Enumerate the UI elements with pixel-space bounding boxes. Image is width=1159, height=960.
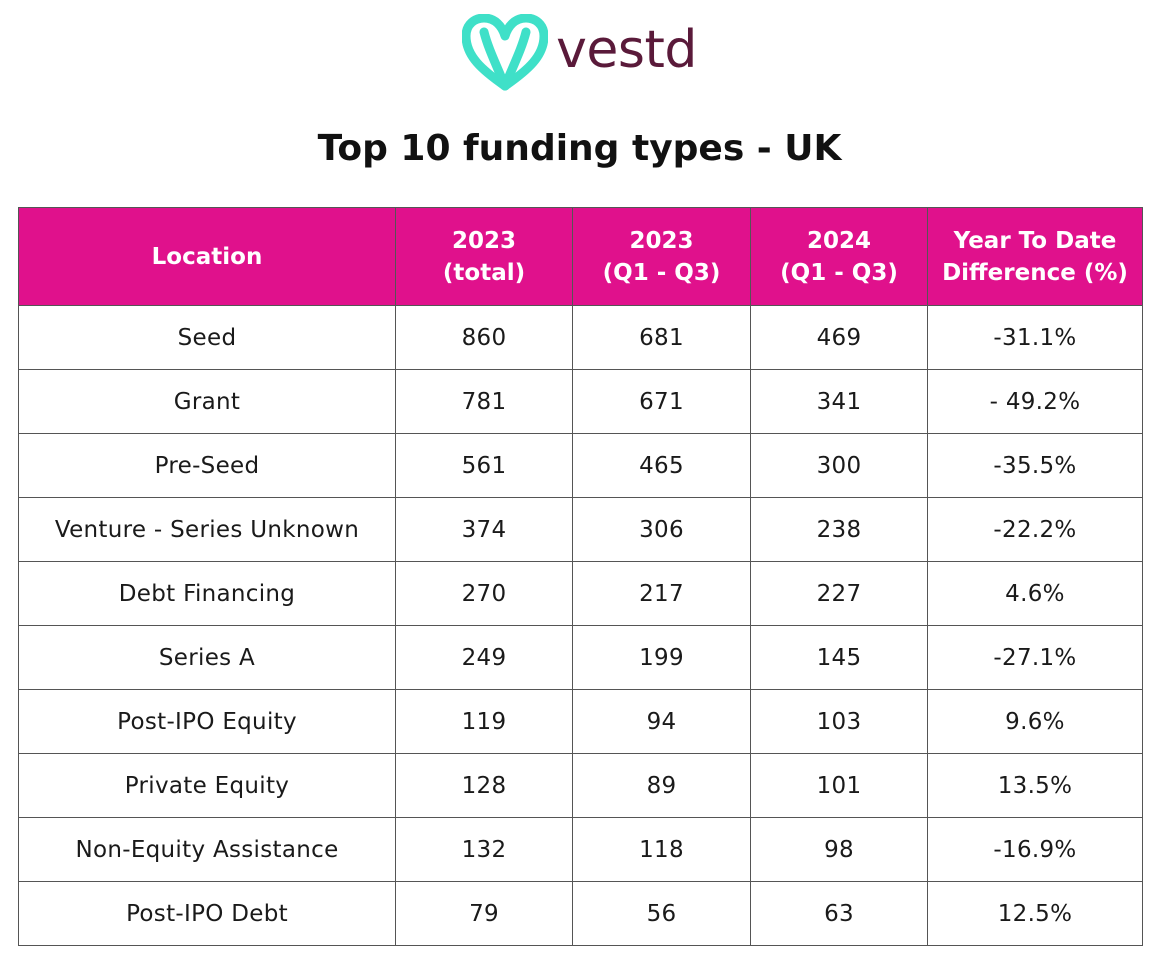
column-header-2023-total: 2023 (total) xyxy=(395,207,573,306)
cell-2023-q1-q3: 681 xyxy=(572,305,751,370)
cell-2024-q1-q3: 238 xyxy=(750,497,928,562)
column-header-2024-q1-q3: 2024 (Q1 - Q3) xyxy=(750,207,928,306)
cell-2024-q1-q3: 300 xyxy=(750,433,928,498)
cell-ytd-difference: 13.5% xyxy=(927,753,1143,818)
table-row: Venture - Series Unknown 374 306 238 -22… xyxy=(18,497,1143,562)
brand-logo: vestd xyxy=(0,14,1159,94)
cell-2024-q1-q3: 341 xyxy=(750,369,928,434)
column-header-2023-q1-q3: 2023 (Q1 - Q3) xyxy=(572,207,751,306)
cell-2023-total: 270 xyxy=(395,561,573,626)
cell-2023-total: 119 xyxy=(395,689,573,754)
funding-table: Location 2023 (total) 2023 (Q1 - Q3) 202… xyxy=(18,207,1143,946)
cell-location: Post-IPO Debt xyxy=(18,881,396,946)
table-row: Pre-Seed 561 465 300 -35.5% xyxy=(18,433,1143,498)
cell-location: Private Equity xyxy=(18,753,396,818)
cell-2024-q1-q3: 469 xyxy=(750,305,928,370)
table-row: Post-IPO Debt 79 56 63 12.5% xyxy=(18,881,1143,946)
table-row: Private Equity 128 89 101 13.5% xyxy=(18,753,1143,818)
table-row: Post-IPO Equity 119 94 103 9.6% xyxy=(18,689,1143,754)
cell-2023-q1-q3: 56 xyxy=(572,881,751,946)
cell-2023-q1-q3: 94 xyxy=(572,689,751,754)
cell-2023-total: 781 xyxy=(395,369,573,434)
cell-2023-total: 561 xyxy=(395,433,573,498)
table-header-row: Location 2023 (total) 2023 (Q1 - Q3) 202… xyxy=(18,207,1143,306)
cell-location: Series A xyxy=(18,625,396,690)
cell-2023-q1-q3: 118 xyxy=(572,817,751,882)
cell-ytd-difference: 4.6% xyxy=(927,561,1143,626)
cell-2023-total: 374 xyxy=(395,497,573,562)
table-row: Seed 860 681 469 -31.1% xyxy=(18,305,1143,370)
cell-2024-q1-q3: 101 xyxy=(750,753,928,818)
cell-ytd-difference: 9.6% xyxy=(927,689,1143,754)
cell-location: Debt Financing xyxy=(18,561,396,626)
cell-2024-q1-q3: 98 xyxy=(750,817,928,882)
cell-2023-total: 860 xyxy=(395,305,573,370)
cell-2023-q1-q3: 217 xyxy=(572,561,751,626)
table-row: Debt Financing 270 217 227 4.6% xyxy=(18,561,1143,626)
table-row: Series A 249 199 145 -27.1% xyxy=(18,625,1143,690)
cell-location: Seed xyxy=(18,305,396,370)
cell-ytd-difference: -16.9% xyxy=(927,817,1143,882)
cell-2023-q1-q3: 89 xyxy=(572,753,751,818)
cell-ytd-difference: - 49.2% xyxy=(927,369,1143,434)
cell-2024-q1-q3: 227 xyxy=(750,561,928,626)
cell-2023-q1-q3: 199 xyxy=(572,625,751,690)
cell-location: Venture - Series Unknown xyxy=(18,497,396,562)
cell-2024-q1-q3: 103 xyxy=(750,689,928,754)
cell-ytd-difference: 12.5% xyxy=(927,881,1143,946)
cell-2023-q1-q3: 306 xyxy=(572,497,751,562)
cell-2023-total: 79 xyxy=(395,881,573,946)
vestd-heart-icon xyxy=(462,14,549,91)
cell-2023-q1-q3: 671 xyxy=(572,369,751,434)
page-title: Top 10 funding types - UK xyxy=(317,128,842,169)
cell-ytd-difference: -31.1% xyxy=(927,305,1143,370)
column-header-location: Location xyxy=(18,207,396,306)
cell-location: Post-IPO Equity xyxy=(18,689,396,754)
cell-2023-total: 132 xyxy=(395,817,573,882)
cell-2024-q1-q3: 63 xyxy=(750,881,928,946)
cell-2024-q1-q3: 145 xyxy=(750,625,928,690)
cell-2023-total: 128 xyxy=(395,753,573,818)
brand-wordmark: vestd xyxy=(556,20,697,80)
cell-ytd-difference: -35.5% xyxy=(927,433,1143,498)
column-header-ytd-difference: Year To Date Difference (%) xyxy=(927,207,1143,306)
cell-2023-total: 249 xyxy=(395,625,573,690)
cell-2023-q1-q3: 465 xyxy=(572,433,751,498)
table-row: Non-Equity Assistance 132 118 98 -16.9% xyxy=(18,817,1143,882)
cell-ytd-difference: -22.2% xyxy=(927,497,1143,562)
cell-location: Grant xyxy=(18,369,396,434)
table-row: Grant 781 671 341 - 49.2% xyxy=(18,369,1143,434)
cell-location: Pre-Seed xyxy=(18,433,396,498)
cell-ytd-difference: -27.1% xyxy=(927,625,1143,690)
cell-location: Non-Equity Assistance xyxy=(18,817,396,882)
